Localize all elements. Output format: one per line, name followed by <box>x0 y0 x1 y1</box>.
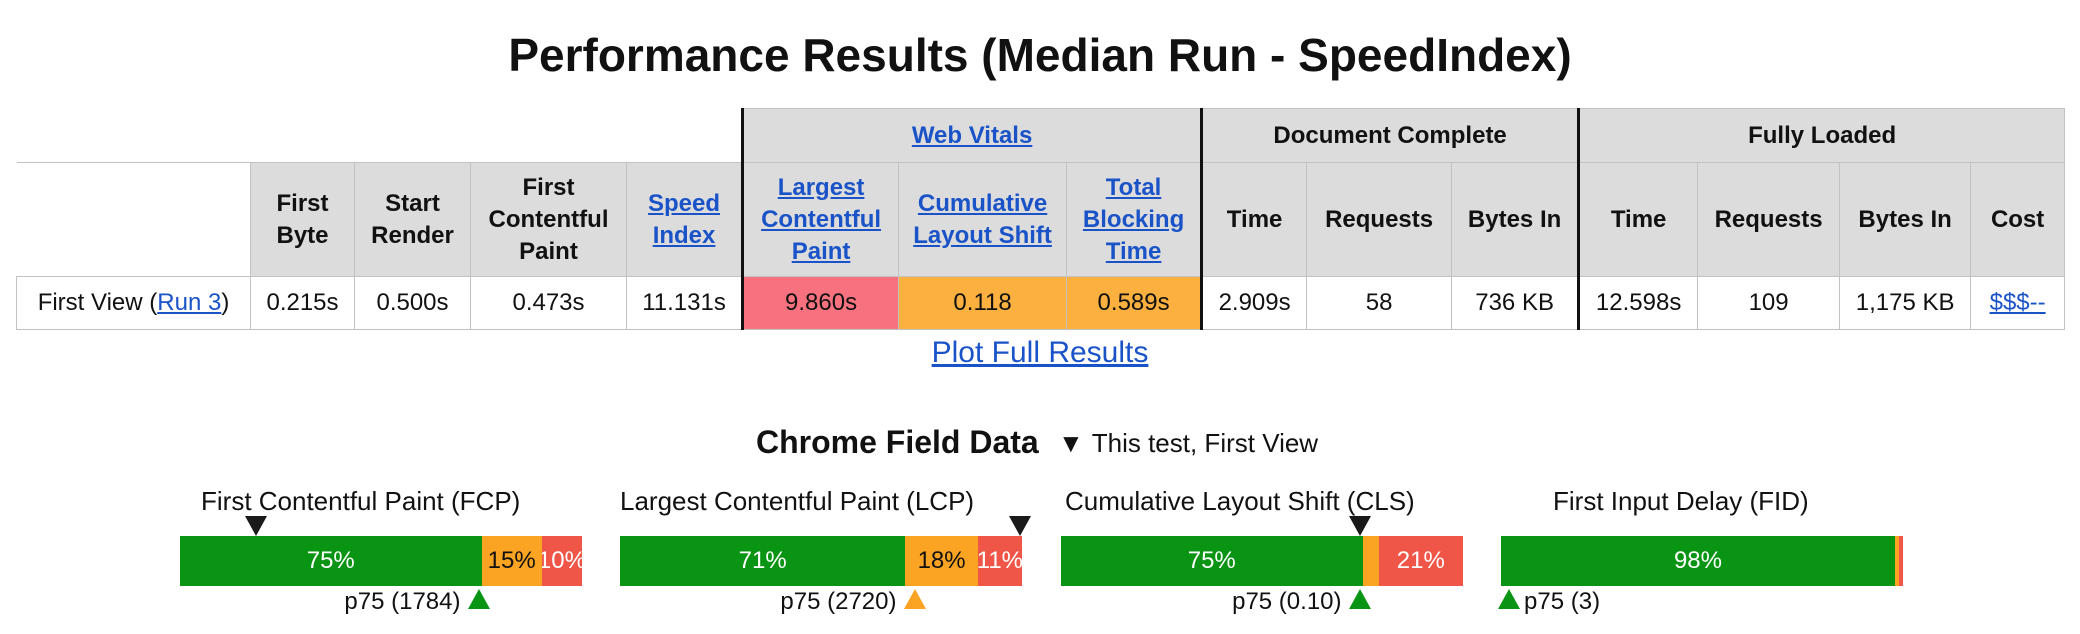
table-row: First View (Run 3) 0.215s 0.500s 0.473s … <box>16 276 2066 330</box>
tbt-link[interactable]: Total Blocking Time <box>1082 173 1185 265</box>
metric-name: Cumulative Layout Shift (CLS) <box>1065 486 1415 516</box>
group-web-vitals: Web Vitals <box>741 108 1203 163</box>
distribution-bar: 75% 21% <box>1061 536 1463 586</box>
distribution-bar: 75% 15% 10% <box>180 536 582 586</box>
distribution-bar: 98% <box>1501 536 1903 586</box>
p75-label: p75 (3) <box>1524 588 1601 615</box>
segment-good: 75% <box>1061 536 1363 586</box>
test-marker-icon <box>1008 516 1031 536</box>
group-document-complete: Document Complete <box>1200 108 1580 163</box>
segment-poor <box>1898 536 1903 586</box>
p75-marker-icon <box>1498 589 1521 609</box>
page-title: Performance Results (Median Run - SpeedI… <box>508 29 1572 81</box>
col-dc-requests: Requests <box>1306 162 1453 277</box>
cls-link[interactable]: Cumulative Layout Shift <box>913 189 1052 249</box>
p75-label: p75 (1784) <box>344 588 461 615</box>
cell-total-blocking-time: 0.589s <box>1066 276 1203 330</box>
metric-fcp: First Contentful Paint (FCP) 75% 15% 10%… <box>180 480 582 620</box>
test-marker-icon <box>245 516 268 536</box>
results-table: Web Vitals Document Complete Fully Loade… <box>16 108 2066 330</box>
p75-marker-icon <box>1349 589 1372 609</box>
test-marker-icon: ▼ <box>1058 428 1084 458</box>
field-data-legend-text: This test, First View <box>1091 428 1319 458</box>
distribution-bar: 71% 18% 11% <box>620 536 1022 586</box>
col-dc-bytes-in: Bytes In <box>1451 162 1580 277</box>
run-3-link[interactable]: Run 3 <box>157 289 222 316</box>
plot-full-results-link[interactable]: Plot Full Results <box>931 336 1149 369</box>
test-marker-icon <box>1349 516 1372 536</box>
cell-fl-bytes-in: 1,175 KB <box>1839 276 1972 330</box>
segment-poor: 21% <box>1378 536 1463 586</box>
group-fully-loaded: Fully Loaded <box>1577 108 2066 163</box>
row-label-suffix: ) <box>221 289 230 316</box>
cell-largest-contentful-paint: 9.860s <box>741 276 900 330</box>
cell-start-render: 0.500s <box>354 276 471 330</box>
cell-first-byte: 0.215s <box>250 276 355 330</box>
cell-fl-time: 12.598s <box>1577 276 1699 330</box>
segment-good: 75% <box>180 536 482 586</box>
cell-cumulative-layout-shift: 0.118 <box>898 276 1068 330</box>
cost-link[interactable]: $$$-- <box>1989 289 2046 316</box>
cell-dc-bytes-in: 736 KB <box>1451 276 1580 330</box>
metric-name: First Contentful Paint (FCP) <box>201 486 521 516</box>
p75-label: p75 (0.10) <box>1232 588 1342 615</box>
cell-cost: $$$-- <box>1970 276 2066 330</box>
row-label: First View (Run 3) <box>16 276 251 330</box>
col-speed-index: Speed Index <box>625 162 744 277</box>
metric-name: First Input Delay (FID) <box>1553 486 1809 516</box>
metric-cls: Cumulative Layout Shift (CLS) 75% 21% p7… <box>1061 480 1463 620</box>
segment-good: 98% <box>1501 536 1895 586</box>
lcp-link[interactable]: Largest Contentful Paint <box>761 173 882 265</box>
cell-dc-time: 2.909s <box>1200 276 1308 330</box>
col-fl-requests: Requests <box>1697 162 1841 277</box>
segment-good: 71% <box>620 536 906 586</box>
col-first-contentful-paint: First Contentful Paint <box>470 162 627 277</box>
speed-index-link[interactable]: Speed Index <box>648 189 721 249</box>
metric-name: Largest Contentful Paint (LCP) <box>620 486 975 516</box>
web-vitals-link[interactable]: Web Vitals <box>911 121 1033 149</box>
metric-lcp: Largest Contentful Paint (LCP) 71% 18% 1… <box>620 480 1031 620</box>
p75-label: p75 (2720) <box>780 588 897 615</box>
segment-needs-improvement <box>1894 536 1899 586</box>
segment-needs-improvement: 18% <box>905 536 978 586</box>
cell-dc-requests: 58 <box>1306 276 1453 330</box>
col-cumulative-layout-shift: Cumulative Layout Shift <box>898 162 1068 277</box>
cell-speed-index: 11.131s <box>625 276 744 330</box>
field-data-header: Chrome Field Data <box>756 424 1039 460</box>
cell-first-contentful-paint: 0.473s <box>470 276 627 330</box>
col-total-blocking-time: Total Blocking Time <box>1066 162 1203 277</box>
p75-marker-icon <box>468 589 491 609</box>
p75-marker-icon <box>904 589 927 609</box>
segment-poor: 10% <box>541 536 582 586</box>
col-start-render: Start Render <box>354 162 471 277</box>
col-fl-time: Time <box>1577 162 1699 277</box>
segment-needs-improvement: 15% <box>481 536 542 586</box>
metric-fid: First Input Delay (FID) 98% p75 (3) <box>1498 480 1903 620</box>
col-first-byte: First Byte <box>250 162 355 277</box>
segment-needs-improvement <box>1362 536 1379 586</box>
col-largest-contentful-paint: Largest Contentful Paint <box>741 162 900 277</box>
col-fl-bytes-in: Bytes In <box>1839 162 1972 277</box>
col-cost: Cost <box>1970 162 2066 277</box>
cell-fl-requests: 109 <box>1697 276 1841 330</box>
row-label-header <box>16 162 251 277</box>
plot-full-results-container: Plot Full Results <box>0 336 2080 370</box>
header-spacer <box>16 108 744 163</box>
field-data-legend: ▼ This test, First View <box>1058 428 1318 459</box>
segment-poor: 11% <box>977 536 1022 586</box>
col-dc-time: Time <box>1200 162 1308 277</box>
row-label-prefix: First View ( <box>37 289 158 316</box>
